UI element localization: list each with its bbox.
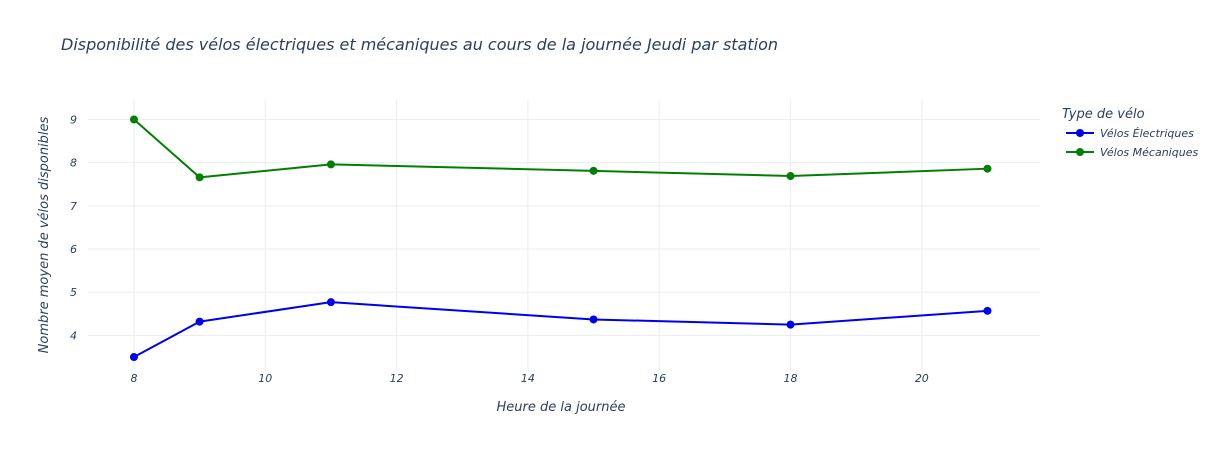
y-tick-label: 7	[70, 200, 77, 213]
x-tick-label: 18	[784, 372, 798, 385]
data-point	[326, 298, 335, 307]
series-line	[133, 301, 988, 358]
y-tick-label: 4	[70, 329, 77, 342]
series-1	[129, 115, 992, 182]
x-tick-label: 10	[258, 372, 272, 385]
legend-item: Vélos Mécaniques	[1066, 146, 1198, 159]
data-point	[786, 172, 795, 181]
data-point	[326, 160, 335, 169]
data-point	[786, 320, 795, 329]
series-0	[129, 298, 992, 362]
legend-items: Vélos Électriques Vélos Mécaniques	[1066, 127, 1198, 159]
data-point	[589, 315, 598, 324]
legend-label: Vélos Mécaniques	[1100, 146, 1198, 159]
data-point	[129, 115, 138, 124]
data-point	[589, 166, 598, 175]
legend-item: Vélos Électriques	[1066, 127, 1194, 140]
legend-title: Type de vélo	[1062, 107, 1145, 122]
data-point	[195, 173, 204, 182]
x-tick-label: 16	[652, 372, 666, 385]
legend: Type de vélo Vélos Électriques Vélos Méca…	[1062, 107, 1198, 159]
x-axis-title: Heure de la journée	[497, 400, 626, 415]
y-tick-label: 6	[70, 243, 77, 256]
legend-label: Vélos Électriques	[1100, 127, 1194, 140]
x-tick-label: 8	[130, 372, 137, 385]
series-layer	[129, 115, 992, 362]
x-axis-ticks: 8 10 12 14 16 18 20	[130, 372, 928, 385]
x-tick-label: 20	[915, 372, 929, 385]
chart-title: Disponibilité des vélos électriques et m…	[61, 35, 778, 54]
x-tick-label: 14	[521, 372, 535, 385]
legend-swatch-marker	[1076, 148, 1084, 156]
y-tick-label: 8	[70, 157, 77, 170]
grid	[88, 100, 1040, 370]
series-line	[133, 118, 988, 179]
y-axis-ticks: 4 5 6 7 8 9	[70, 113, 77, 342]
y-axis-title: Nombre moyen de vélos disponibles	[37, 116, 52, 353]
data-point	[983, 306, 992, 315]
y-tick-label: 9	[70, 113, 77, 126]
data-point	[983, 164, 992, 173]
data-point	[129, 353, 138, 362]
data-point	[195, 317, 204, 326]
x-tick-label: 12	[390, 372, 404, 385]
y-tick-label: 5	[70, 286, 77, 299]
legend-swatch-marker	[1076, 129, 1084, 137]
